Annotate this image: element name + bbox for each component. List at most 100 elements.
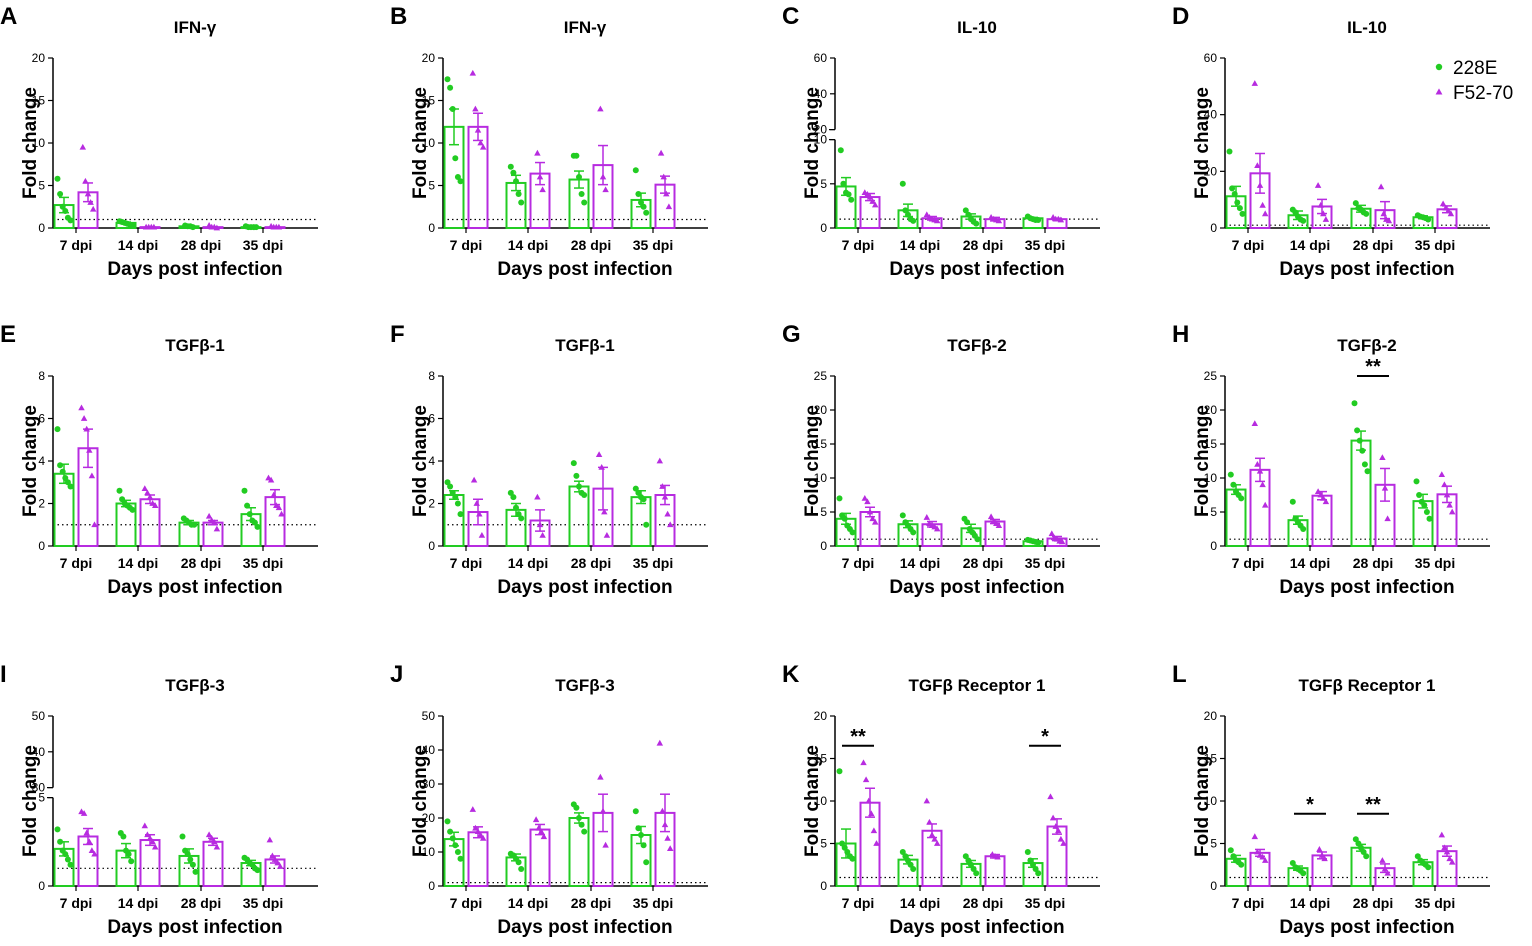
data-point-triangle: [534, 149, 541, 156]
data-point-triangle: [1379, 454, 1386, 460]
data-point-triangle: [1448, 508, 1456, 515]
data-point-triangle: [87, 199, 94, 205]
x-tick-label: 14 dpi: [900, 555, 940, 571]
data-point-triangle: [1314, 182, 1322, 188]
data-point-dot: [836, 768, 843, 775]
data-point-triangle: [664, 835, 671, 841]
data-point-triangle: [1442, 204, 1449, 211]
panel-letter: C: [782, 3, 799, 30]
data-point-dot: [1352, 200, 1359, 207]
data-point-dot: [1229, 185, 1236, 192]
y-tick-label: 10: [814, 794, 828, 808]
y-tick-label: 20: [1204, 709, 1218, 723]
panel-title: TGFβ-3: [555, 676, 614, 695]
data-point-dot: [191, 521, 198, 528]
data-point-dot: [1351, 400, 1358, 407]
significance-label: *: [1041, 726, 1049, 748]
data-point-dot: [1363, 853, 1370, 860]
data-point-triangle: [933, 525, 941, 532]
data-point-dot: [576, 815, 582, 821]
panel-letter: A: [0, 3, 17, 30]
data-point-triangle: [146, 493, 154, 500]
data-point-triangle: [275, 223, 283, 230]
data-point-dot: [457, 511, 464, 518]
data-point-triangle: [472, 105, 479, 112]
data-point-triangle: [479, 143, 487, 150]
y-tick-label: 10: [1204, 794, 1218, 808]
data-point-triangle: [278, 510, 285, 517]
data-point-triangle: [211, 838, 218, 845]
panel-letter: G: [782, 321, 801, 348]
y-tick-label: 40: [1204, 108, 1218, 122]
data-point-triangle: [141, 485, 149, 492]
data-point-triangle: [1251, 420, 1259, 426]
data-point-triangle: [928, 831, 936, 838]
data-point-triangle: [79, 143, 87, 150]
y-tick-label: 10: [32, 136, 46, 150]
data-point-dot: [1234, 199, 1241, 206]
data-point-dot: [254, 523, 261, 530]
x-tick-label: 35 dpi: [1025, 895, 1065, 911]
data-point-dot: [573, 472, 580, 479]
data-point-triangle: [82, 177, 89, 184]
data-point-triangle: [1057, 835, 1065, 842]
data-point-triangle: [149, 838, 156, 845]
data-point-triangle: [80, 810, 88, 816]
bar-F52-70-14dpi: [1311, 494, 1333, 547]
data-point-dot: [187, 856, 194, 863]
y-tick-label: 5: [820, 505, 827, 519]
data-point-dot: [964, 519, 971, 526]
data-point-triangle: [1448, 858, 1456, 865]
data-point-dot: [64, 856, 71, 863]
data-point-triangle: [1320, 210, 1327, 217]
data-point-dot: [447, 828, 454, 835]
data-point-triangle: [866, 193, 874, 200]
data-point-triangle: [88, 847, 96, 854]
panel-A: A IFN-γ Fold change Days post infection 0 5 10…: [0, 3, 318, 280]
y-tick-label: 60: [814, 51, 828, 65]
y-axis-label: Fold change: [802, 87, 823, 199]
data-point-triangle: [535, 824, 542, 831]
legend: 228E F52-70: [1435, 58, 1513, 104]
x-tick-label: 35 dpi: [633, 555, 673, 571]
x-tick-label: 28 dpi: [1353, 555, 1393, 571]
data-point-dot: [1226, 148, 1233, 155]
data-point-triangle: [597, 105, 604, 112]
y-tick-label: 0: [1210, 539, 1217, 553]
data-point-dot: [518, 866, 525, 872]
data-point-dot: [643, 859, 650, 866]
data-point-triangle: [599, 173, 607, 180]
x-axis-label: Days post infection: [1279, 577, 1454, 598]
x-tick-label: 14 dpi: [1290, 895, 1330, 911]
bar-F52-70-14dpi: [1311, 854, 1333, 887]
data-point-triangle: [1251, 80, 1259, 86]
x-axis-label: Days post infection: [107, 917, 282, 938]
x-tick-label: 28 dpi: [1353, 895, 1393, 911]
y-tick-label: 10: [422, 845, 436, 859]
x-tick-label: 35 dpi: [633, 895, 673, 911]
data-point-triangle: [151, 843, 159, 850]
data-point-dot: [1423, 509, 1430, 515]
panel-H: H TGFβ-2 Fold change Days post infection 0 5 1…: [1172, 321, 1490, 598]
y-tick-label: 40: [32, 745, 46, 759]
data-point-dot: [640, 496, 647, 503]
data-point-triangle: [1261, 501, 1269, 508]
bar-F52-70-28dpi: [984, 855, 1006, 887]
data-point-triangle: [532, 816, 540, 823]
x-tick-label: 28 dpi: [571, 895, 611, 911]
data-point-triangle: [861, 495, 869, 501]
data-point-triangle: [80, 415, 88, 421]
data-point-triangle: [1443, 491, 1451, 498]
data-point-dot: [1035, 217, 1042, 224]
y-tick-label: 15: [422, 94, 436, 108]
x-axis-label: Days post infection: [497, 917, 672, 938]
data-point-triangle: [1379, 857, 1386, 863]
y-tick-label: 0: [38, 221, 45, 235]
data-point-dot: [1354, 427, 1361, 434]
data-point-triangle: [1385, 217, 1393, 224]
panel-E: E TGFβ-1 Fold change Days post infection 0 2 4…: [0, 321, 318, 598]
data-point-triangle: [1441, 481, 1448, 488]
x-tick-label: 35 dpi: [1415, 895, 1455, 911]
data-point-dot: [1227, 847, 1234, 854]
y-axis-label: Fold change: [1192, 745, 1213, 857]
